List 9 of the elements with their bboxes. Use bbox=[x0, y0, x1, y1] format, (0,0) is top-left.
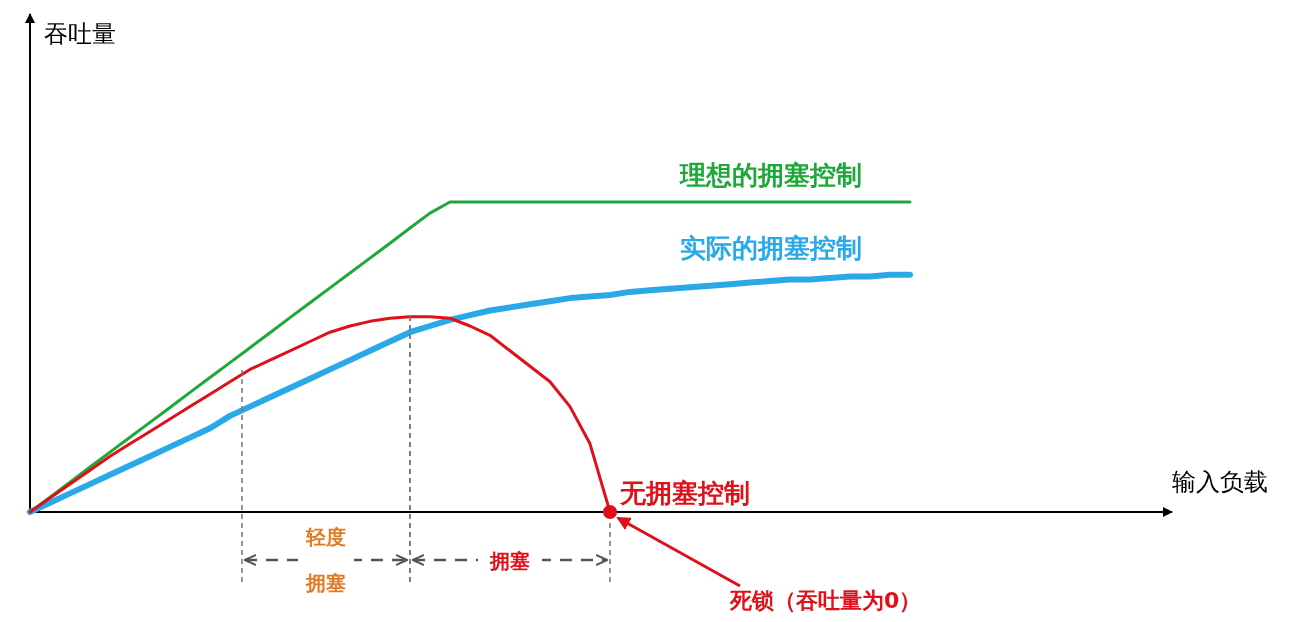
annotation: 死锁（吞吐量为0） bbox=[730, 588, 922, 613]
annotation: 输入负载 bbox=[1172, 468, 1268, 496]
annotation: 轻度拥塞 bbox=[241, 315, 411, 595]
annotation: 拥塞 bbox=[409, 315, 611, 583]
annotation: 吞吐量 bbox=[44, 20, 116, 48]
text: 拥塞 bbox=[489, 549, 530, 573]
series-label: 无拥塞控制 bbox=[619, 478, 750, 508]
series-label: 理想的拥塞控制 bbox=[679, 160, 862, 190]
series-label: 实际的拥塞控制 bbox=[680, 232, 862, 263]
